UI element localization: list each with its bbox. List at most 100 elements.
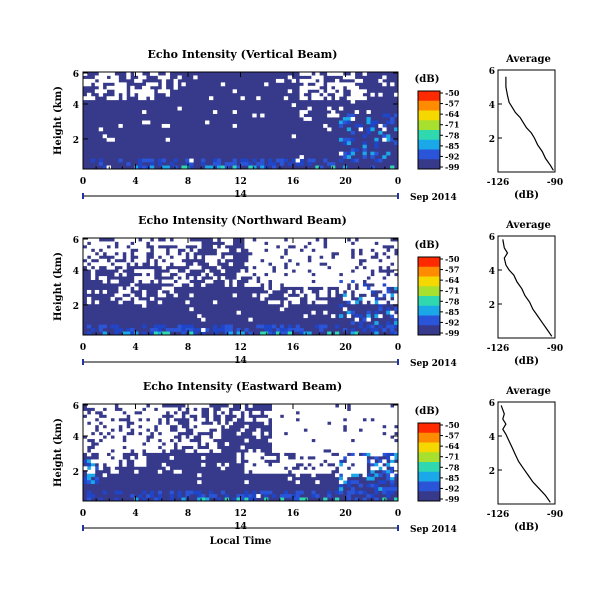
no-data-cell: [91, 255, 95, 259]
no-data-cell: [351, 470, 355, 474]
no-data-cell: [95, 248, 99, 252]
no-data-cell: [374, 421, 378, 425]
no-data-cell: [374, 428, 378, 432]
no-data-cell: [355, 446, 359, 450]
no-data-cell: [95, 300, 99, 304]
no-data-cell: [374, 280, 378, 284]
no-data-cell: [162, 86, 166, 90]
no-data-cell: [343, 252, 347, 256]
no-data-cell: [260, 453, 264, 457]
echo-cell: [339, 477, 343, 481]
echo-cell: [339, 280, 343, 284]
echo-cell: [363, 148, 367, 152]
no-data-cell: [256, 252, 260, 256]
colorbar-swatch: [418, 299, 440, 303]
no-data-cell: [307, 290, 311, 294]
no-data-cell: [260, 463, 264, 467]
echo-cell: [390, 491, 394, 495]
no-data-cell: [103, 439, 107, 443]
no-data-cell: [307, 297, 311, 301]
no-data-cell: [107, 407, 111, 411]
no-data-cell: [138, 252, 142, 256]
no-data-cell: [347, 241, 351, 245]
echo-cell: [213, 159, 217, 163]
no-data-cell: [150, 259, 154, 263]
no-data-cell: [103, 248, 107, 252]
colorbar-label: -99: [445, 162, 460, 172]
no-data-cell: [162, 407, 166, 411]
no-data-cell: [355, 259, 359, 263]
no-data-cell: [331, 439, 335, 443]
no-data-cell: [272, 300, 276, 304]
no-data-cell: [307, 248, 311, 252]
no-data-cell: [237, 414, 241, 418]
no-data-cell: [296, 428, 300, 432]
no-data-cell: [134, 252, 138, 256]
no-data-cell: [390, 280, 394, 284]
no-data-cell: [296, 453, 300, 457]
no-data-cell: [193, 421, 197, 425]
no-data-cell: [288, 466, 292, 470]
no-data-cell: [272, 435, 276, 439]
echo-cell: [284, 159, 288, 163]
no-data-cell: [327, 248, 331, 252]
no-data-cell: [315, 273, 319, 277]
no-data-cell: [363, 262, 367, 266]
x-tick-label: 0: [395, 509, 401, 519]
no-data-cell: [115, 435, 119, 439]
no-data-cell: [237, 456, 241, 460]
no-data-cell: [363, 300, 367, 304]
no-data-cell: [189, 252, 193, 256]
no-data-cell: [142, 290, 146, 294]
echo-cell: [111, 325, 115, 329]
no-data-cell: [276, 241, 280, 245]
echo-cell: [87, 459, 91, 463]
no-data-cell: [115, 418, 119, 422]
no-data-cell: [260, 276, 264, 280]
echo-cell: [343, 141, 347, 145]
no-data-cell: [304, 453, 308, 457]
no-data-cell: [225, 463, 229, 467]
echo-cell: [197, 491, 201, 495]
no-data-cell: [248, 245, 252, 249]
no-data-cell: [378, 287, 382, 291]
echo-cell: [181, 328, 185, 332]
no-data-cell: [83, 82, 87, 86]
echo-cell: [386, 287, 390, 291]
no-data-cell: [197, 245, 201, 249]
colorbar-swatch: [418, 264, 440, 268]
no-data-cell: [189, 449, 193, 453]
no-data-cell: [304, 276, 308, 280]
no-data-cell: [166, 432, 170, 436]
no-data-cell: [142, 255, 146, 259]
no-data-cell: [252, 259, 256, 263]
no-data-cell: [323, 276, 327, 280]
no-data-cell: [300, 155, 304, 159]
no-data-cell: [323, 425, 327, 429]
no-data-cell: [296, 480, 300, 484]
no-data-cell: [138, 248, 142, 252]
colorbar-unit: (dB): [415, 406, 440, 417]
no-data-cell: [83, 432, 87, 436]
no-data-cell: [315, 453, 319, 457]
echo-cell: [378, 307, 382, 311]
x-tick-label: 8: [185, 177, 191, 187]
no-data-cell: [158, 290, 162, 294]
no-data-cell: [170, 442, 174, 446]
no-data-cell: [122, 248, 126, 252]
echo-cell: [181, 325, 185, 329]
no-data-cell: [181, 82, 185, 86]
no-data-cell: [256, 435, 260, 439]
no-data-cell: [311, 428, 315, 432]
echo-cell: [126, 162, 130, 166]
no-data-cell: [292, 79, 296, 83]
no-data-cell: [284, 425, 288, 429]
echo-cell: [189, 328, 193, 332]
no-data-cell: [327, 82, 331, 86]
no-data-cell: [181, 435, 185, 439]
no-data-cell: [367, 262, 371, 266]
colorbar-label: -57: [445, 265, 459, 275]
no-data-cell: [315, 428, 319, 432]
echo-cell: [209, 494, 213, 498]
